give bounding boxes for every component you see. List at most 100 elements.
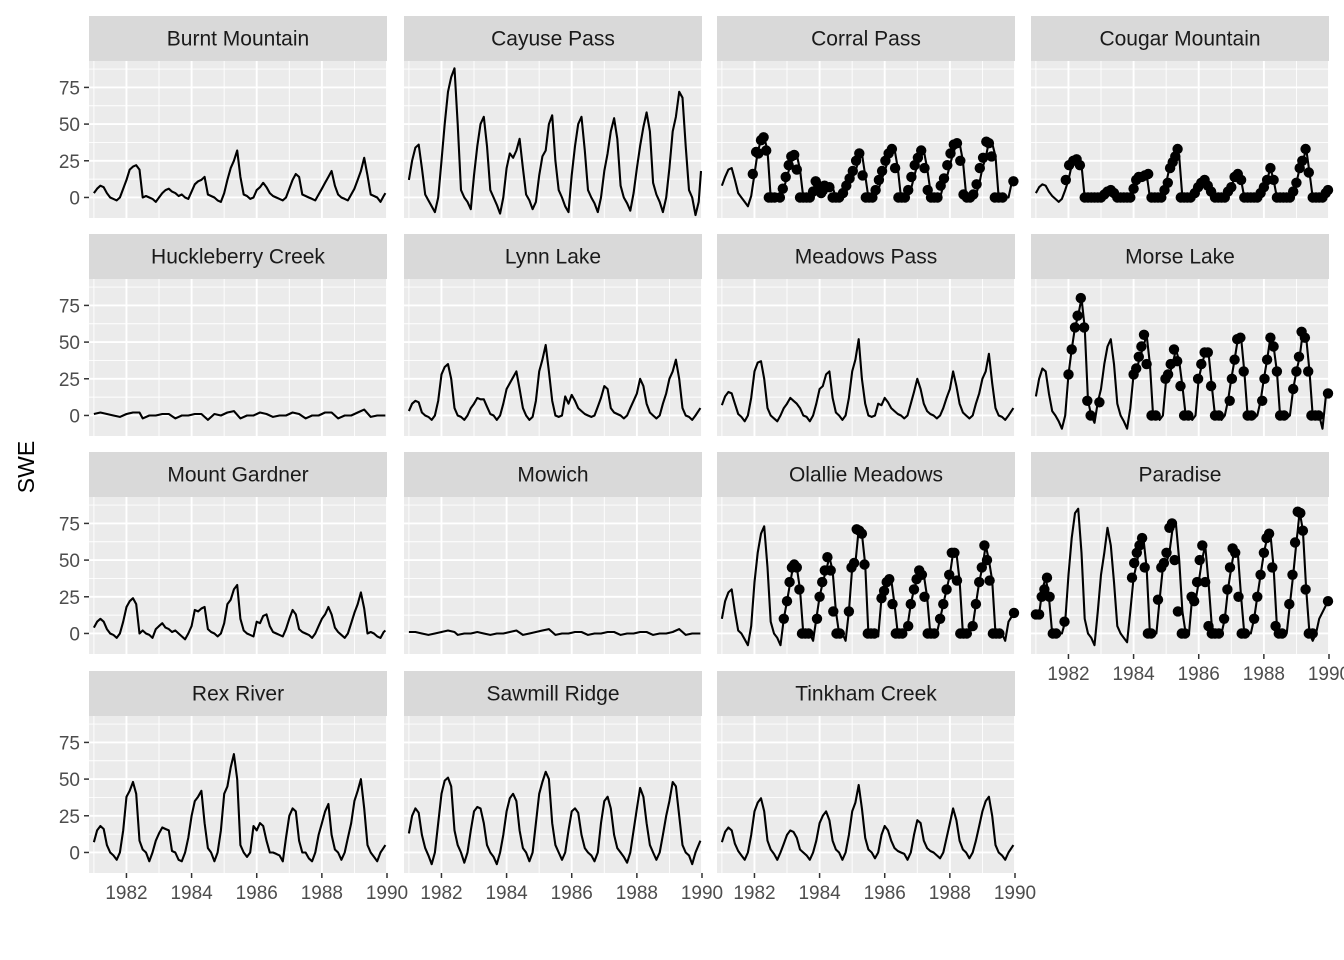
- data-point: [1141, 358, 1152, 370]
- data-point: [1136, 341, 1147, 352]
- series-line: [93, 149, 387, 203]
- data-point: [1213, 410, 1225, 421]
- data-point: [822, 552, 833, 563]
- facet-panel: Olallie Meadows: [717, 452, 1020, 654]
- facet-strip-label: Morse Lake: [1125, 246, 1235, 269]
- facet-panel: Huckleberry Creek 0 25 50 75: [59, 234, 388, 436]
- series-line: [93, 408, 386, 421]
- data-point: [1224, 562, 1236, 573]
- facet-panel: Paradise 1982 1984 1986 1988 1990: [1030, 452, 1344, 685]
- panel-background: [717, 279, 1015, 436]
- data-point: [1218, 613, 1230, 624]
- data-point: [1230, 547, 1241, 558]
- facet-strip-label: Meadows Pass: [795, 246, 937, 269]
- series-line: [407, 67, 703, 217]
- data-point: [1202, 347, 1214, 358]
- data-point: [1150, 410, 1161, 421]
- data-point: [1265, 332, 1276, 343]
- series-line: [92, 583, 387, 641]
- facet-panel: Sawmill Ridge 1982 1984 1986 1988 1990: [404, 671, 723, 904]
- data-point: [1313, 410, 1324, 421]
- x-tick-label: 1984: [1112, 664, 1155, 685]
- data-point: [1085, 410, 1096, 421]
- facet-strip-label: Mount Gardner: [167, 464, 308, 487]
- data-point: [1229, 354, 1240, 365]
- data-point: [1066, 344, 1077, 355]
- data-point: [803, 628, 814, 639]
- x-tick-label: 1984: [485, 883, 528, 904]
- data-point: [889, 162, 901, 174]
- y-tick-label: 0: [69, 188, 80, 209]
- data-point: [951, 138, 963, 149]
- facet-panel: Rex River 0 25 50 75 1982 1984 1986 1988 1990: [59, 671, 408, 904]
- data-point: [1291, 177, 1302, 188]
- data-point: [1131, 363, 1142, 374]
- facet-panel: Tinkham Creek 1982 1984 1986 1988 1990: [717, 671, 1036, 904]
- data-point: [1322, 388, 1334, 399]
- data-point: [1303, 167, 1315, 178]
- x-tick-label: 1990: [1308, 664, 1344, 685]
- data-point: [824, 182, 835, 193]
- panel-background: [404, 279, 702, 436]
- data-point: [919, 162, 930, 174]
- data-point: [1307, 628, 1318, 639]
- data-point: [1278, 410, 1290, 421]
- x-tick-label: 1984: [798, 883, 841, 904]
- data-point: [843, 606, 855, 617]
- data-point: [1059, 616, 1070, 627]
- data-point: [1169, 554, 1180, 566]
- data-point: [854, 148, 865, 159]
- data-point: [1288, 186, 1299, 197]
- data-point: [1060, 174, 1072, 186]
- y-tick-label: 25: [59, 807, 80, 828]
- y-axis-title: SWE: [13, 441, 39, 493]
- data-point: [919, 591, 930, 602]
- data-point: [794, 584, 805, 595]
- panel-background: [89, 497, 387, 654]
- data-point: [1133, 351, 1145, 362]
- data-point: [1138, 329, 1150, 340]
- x-tick-label: 1988: [929, 883, 971, 904]
- data-point: [1008, 607, 1020, 619]
- data-point: [1268, 174, 1279, 186]
- data-point: [1128, 183, 1139, 194]
- data-point: [1265, 162, 1276, 174]
- facet-strip-label: Sawmill Ridge: [486, 683, 619, 706]
- data-point: [1258, 547, 1270, 558]
- data-point: [997, 192, 1008, 203]
- data-point: [938, 173, 950, 184]
- data-point: [1129, 557, 1140, 569]
- facet-strip: [89, 234, 387, 279]
- data-point: [951, 575, 963, 586]
- data-point: [986, 151, 997, 162]
- y-tick-label: 50: [59, 770, 80, 791]
- data-point: [1226, 182, 1237, 193]
- data-point: [1175, 380, 1186, 392]
- facet-panel: Morse Lake: [1031, 234, 1334, 436]
- x-tick-label: 1990: [681, 883, 723, 904]
- data-point: [1161, 547, 1172, 558]
- data-point: [1192, 373, 1204, 384]
- data-point: [1008, 176, 1019, 187]
- y-tick-label: 75: [59, 733, 80, 754]
- data-point: [1297, 155, 1308, 166]
- facet-panel: Mount Gardner 0 25 50 75: [59, 452, 388, 654]
- series-line: [720, 338, 1015, 423]
- x-tick-label: 1990: [366, 883, 408, 904]
- data-point: [944, 569, 955, 580]
- data-point: [781, 596, 793, 607]
- data-point: [1063, 369, 1074, 380]
- data-point: [791, 562, 802, 573]
- data-point: [945, 148, 956, 159]
- data-point: [817, 576, 828, 588]
- x-tick-label: 1988: [1243, 664, 1285, 685]
- data-point: [1235, 332, 1246, 343]
- x-tick-label: 1982: [420, 883, 462, 904]
- data-point: [761, 145, 772, 156]
- data-point: [1162, 177, 1174, 188]
- x-tick-label: 1982: [733, 883, 775, 904]
- data-point: [1271, 366, 1283, 377]
- data-point: [1239, 628, 1251, 639]
- facet-strip: [404, 671, 702, 716]
- x-tick-label: 1988: [301, 883, 343, 904]
